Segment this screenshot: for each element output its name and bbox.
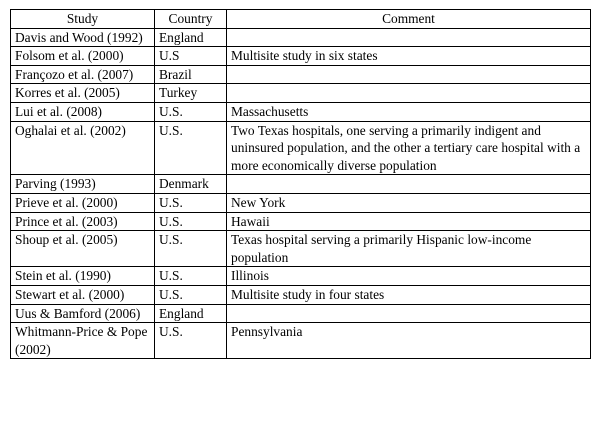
country-cell: U.S. [154,230,227,268]
study-cell: Prieve et al. (2000) [10,192,155,213]
table-row: Uus & Bamford (2006) England [10,303,591,324]
table-row: Stewart et al. (2000) U.S. Multisite stu… [10,284,591,305]
comment-cell: Multisite study in six states [226,46,591,66]
country-cell: U.S. [154,120,227,176]
table-row: Prince et al. (2003) U.S. Hawaii [10,211,591,232]
comment-cell: New York [226,192,591,213]
table-row: Stein et al. (1990) U.S. Illinois [10,266,591,286]
country-cell: Denmark [154,174,227,194]
comment-cell: Pennsylvania [226,322,591,360]
country-cell: Turkey [154,83,227,103]
study-cell: Oghalai et al. (2002) [10,120,155,176]
comment-cell [226,83,591,103]
country-cell: England [154,303,227,324]
study-cell: Prince et al. (2003) [10,211,155,232]
table-row: Lui et al. (2008) U.S. Massachusetts [10,101,591,122]
header-comment: Comment [226,9,591,29]
study-cell: Parving (1993) [10,174,155,194]
comment-cell: Hawaii [226,211,591,232]
study-cell: Shoup et al. (2005) [10,230,155,268]
study-cell: Lui et al. (2008) [10,101,155,122]
country-cell: U.S. [154,211,227,232]
comment-cell [226,303,591,324]
study-cell: Folsom et al. (2000) [10,46,155,66]
country-cell: U.S. [154,192,227,213]
country-cell: U.S. [154,284,227,305]
table-row: Folsom et al. (2000) U.S Multisite study… [10,46,591,66]
comment-cell: Illinois [226,266,591,286]
comment-cell [226,27,591,48]
table-header-row: Study Country Comment [10,9,591,29]
header-study: Study [10,9,155,29]
country-cell: U.S [154,46,227,66]
table-row: Prieve et al. (2000) U.S. New York [10,192,591,213]
study-cell: Stewart et al. (2000) [10,284,155,305]
country-cell: U.S. [154,266,227,286]
table-row: Korres et al. (2005) Turkey [10,83,591,103]
table-row: Whitmann-Price & Pope (2002) U.S. Pennsy… [10,322,591,360]
country-cell: U.S. [154,101,227,122]
study-cell: Uus & Bamford (2006) [10,303,155,324]
country-cell: Brazil [154,64,227,85]
comment-cell: Texas hospital serving a primarily Hispa… [226,230,591,268]
comment-cell [226,174,591,194]
country-cell: England [154,27,227,48]
table-row: Oghalai et al. (2002) U.S. Two Texas hos… [10,120,591,176]
study-cell: Stein et al. (1990) [10,266,155,286]
comment-cell: Massachusetts [226,101,591,122]
header-country: Country [154,9,227,29]
study-cell: Whitmann-Price & Pope (2002) [10,322,155,360]
study-cell: Korres et al. (2005) [10,83,155,103]
comment-cell: Two Texas hospitals, one serving a prima… [226,120,591,176]
table-row: Françozo et al. (2007) Brazil [10,64,591,85]
studies-table: Study Country Comment Davis and Wood (19… [10,9,591,360]
table-row: Davis and Wood (1992) England [10,27,591,48]
table-row: Parving (1993) Denmark [10,174,591,194]
study-cell: Françozo et al. (2007) [10,64,155,85]
study-cell: Davis and Wood (1992) [10,27,155,48]
comment-cell [226,64,591,85]
table-row: Shoup et al. (2005) U.S. Texas hospital … [10,230,591,268]
comment-cell: Multisite study in four states [226,284,591,305]
country-cell: U.S. [154,322,227,360]
